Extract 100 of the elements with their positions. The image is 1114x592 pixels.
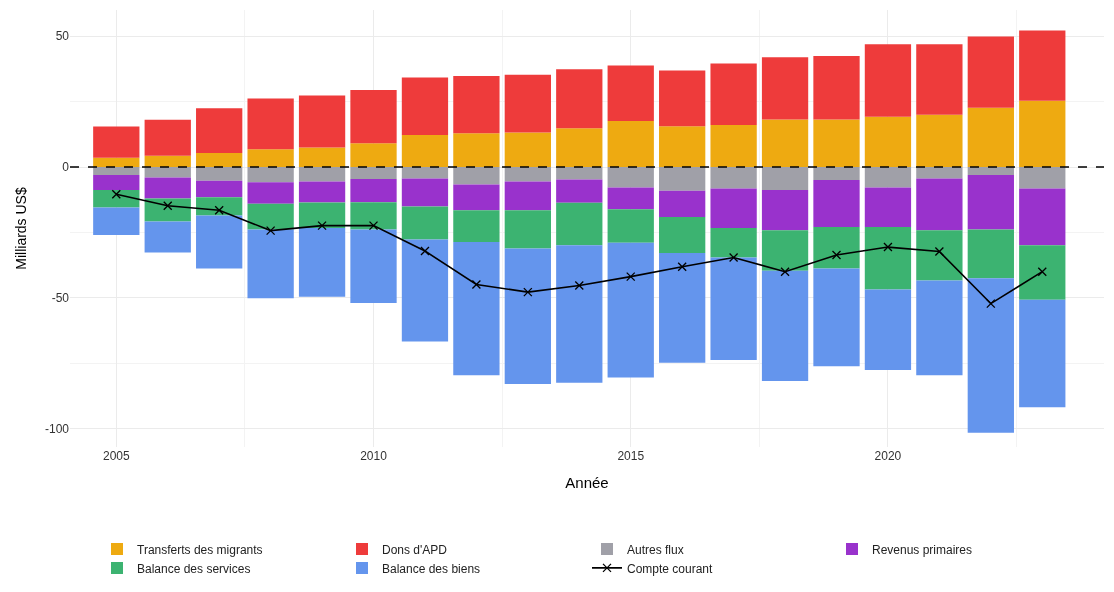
bar bbox=[607, 242, 654, 378]
bar bbox=[813, 56, 860, 120]
bar bbox=[504, 210, 551, 249]
bar bbox=[659, 216, 706, 254]
point bbox=[883, 242, 893, 252]
bar bbox=[504, 167, 551, 182]
bar bbox=[916, 114, 963, 168]
bar bbox=[967, 175, 1014, 230]
bar bbox=[916, 178, 963, 231]
legend-label: Dons d'APD bbox=[382, 542, 448, 557]
bar bbox=[761, 270, 809, 382]
bar bbox=[453, 133, 500, 168]
bar bbox=[350, 229, 397, 304]
bar bbox=[864, 226, 912, 290]
bar bbox=[504, 181, 551, 211]
point bbox=[111, 189, 121, 199]
bar bbox=[916, 230, 963, 281]
bar bbox=[659, 190, 706, 217]
bar bbox=[967, 278, 1014, 433]
bar bbox=[298, 227, 346, 297]
bar bbox=[247, 182, 294, 204]
point bbox=[368, 220, 379, 231]
bar bbox=[967, 167, 1014, 176]
bar bbox=[659, 126, 706, 168]
bar bbox=[247, 203, 294, 230]
bar bbox=[93, 175, 140, 191]
bar bbox=[710, 227, 757, 258]
point bbox=[677, 262, 687, 272]
bar bbox=[196, 197, 243, 216]
bar bbox=[401, 167, 449, 179]
bar bbox=[93, 167, 140, 176]
bar bbox=[761, 167, 809, 191]
bar bbox=[144, 167, 191, 178]
bar bbox=[401, 77, 449, 136]
bar bbox=[401, 178, 449, 207]
point bbox=[574, 280, 584, 291]
bar bbox=[196, 108, 243, 153]
bar bbox=[453, 167, 500, 185]
bar bbox=[556, 128, 603, 168]
bar bbox=[710, 63, 757, 125]
bar bbox=[93, 207, 140, 236]
bar bbox=[350, 202, 397, 230]
bar bbox=[93, 157, 140, 168]
bar bbox=[659, 253, 706, 363]
y-tick-label: 0 bbox=[62, 160, 70, 175]
y-axis-title: Milliards US$ bbox=[12, 187, 29, 270]
bar bbox=[93, 126, 140, 158]
bar bbox=[864, 187, 912, 227]
point bbox=[626, 272, 636, 282]
point bbox=[420, 246, 430, 256]
bar bbox=[916, 44, 963, 115]
bar bbox=[864, 116, 912, 168]
bar bbox=[247, 229, 294, 299]
bar bbox=[813, 119, 860, 168]
bar bbox=[607, 167, 654, 188]
bar bbox=[813, 268, 860, 367]
bar bbox=[144, 177, 191, 199]
bar bbox=[298, 147, 346, 168]
bar bbox=[298, 95, 346, 148]
bar bbox=[504, 132, 551, 168]
bar bbox=[350, 90, 397, 144]
x-tick-label: 2015 bbox=[617, 449, 645, 463]
bar bbox=[350, 143, 397, 168]
point bbox=[523, 287, 533, 297]
bar bbox=[504, 74, 551, 133]
bar bbox=[710, 124, 757, 168]
bar bbox=[659, 70, 706, 127]
bar bbox=[1019, 30, 1066, 101]
bar bbox=[453, 75, 500, 134]
bar bbox=[196, 215, 243, 269]
bar bbox=[967, 107, 1014, 168]
x-axis-title: Année bbox=[565, 474, 609, 491]
bar bbox=[916, 167, 963, 179]
y-tick-label: -100 bbox=[44, 421, 70, 436]
bar bbox=[453, 210, 500, 243]
bar bbox=[298, 167, 346, 182]
bar bbox=[401, 135, 449, 168]
bar bbox=[196, 180, 243, 198]
point bbox=[986, 298, 996, 309]
bar bbox=[607, 65, 654, 121]
y-tick-label: 50 bbox=[55, 29, 70, 44]
x-tick-label: 2020 bbox=[874, 449, 902, 463]
legend-label: Transferts des migrants bbox=[137, 542, 263, 557]
point bbox=[163, 201, 173, 211]
bar bbox=[1019, 188, 1066, 246]
point bbox=[214, 205, 224, 215]
bar bbox=[1019, 299, 1066, 408]
y-tick-label: -50 bbox=[51, 291, 70, 306]
legend-label: Autres flux bbox=[627, 542, 684, 557]
x-tick-label: 2005 bbox=[102, 449, 130, 463]
bar bbox=[916, 280, 963, 376]
point bbox=[471, 279, 482, 290]
bar bbox=[144, 155, 191, 168]
bar bbox=[607, 120, 654, 168]
bar bbox=[1019, 245, 1066, 300]
point bbox=[780, 267, 790, 277]
bar bbox=[710, 188, 757, 228]
bar bbox=[196, 152, 243, 168]
bar bbox=[401, 206, 449, 240]
bar bbox=[196, 167, 243, 181]
